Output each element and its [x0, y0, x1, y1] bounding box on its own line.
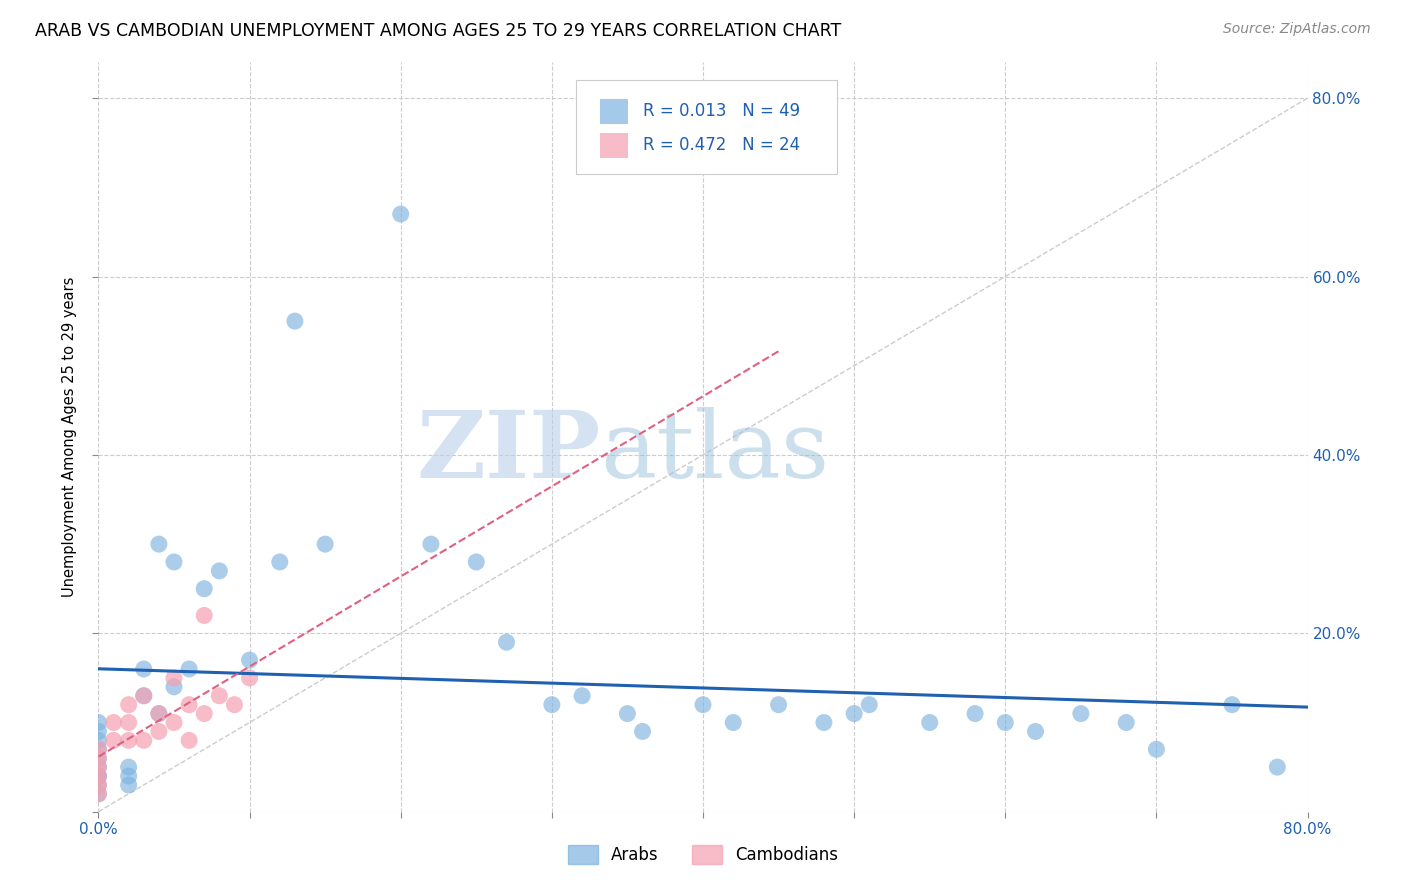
- Arabs: [1070, 706, 1092, 721]
- Arabs: [87, 724, 110, 739]
- Arabs: [495, 635, 517, 649]
- Arabs: [87, 769, 110, 783]
- Cambodians: [87, 742, 110, 756]
- Arabs: [87, 760, 110, 774]
- Arabs: [389, 207, 412, 221]
- Text: ZIP: ZIP: [416, 407, 600, 497]
- Cambodians: [132, 733, 155, 747]
- Arabs: [118, 769, 141, 783]
- Arabs: [1024, 724, 1046, 739]
- Arabs: [918, 715, 941, 730]
- Arabs: [87, 769, 110, 783]
- Cambodians: [132, 689, 155, 703]
- Cambodians: [224, 698, 246, 712]
- Arabs: [87, 733, 110, 747]
- Arabs: [193, 582, 215, 596]
- Cambodians: [87, 751, 110, 765]
- Cambodians: [87, 769, 110, 783]
- Arabs: [87, 778, 110, 792]
- Text: Source: ZipAtlas.com: Source: ZipAtlas.com: [1223, 22, 1371, 37]
- Arabs: [723, 715, 745, 730]
- Arabs: [314, 537, 336, 551]
- Arabs: [1115, 715, 1137, 730]
- Arabs: [692, 698, 714, 712]
- Arabs: [118, 778, 141, 792]
- Cambodians: [179, 698, 201, 712]
- Y-axis label: Unemployment Among Ages 25 to 29 years: Unemployment Among Ages 25 to 29 years: [62, 277, 77, 598]
- Arabs: [965, 706, 987, 721]
- Arabs: [148, 706, 170, 721]
- Cambodians: [103, 715, 125, 730]
- Arabs: [163, 555, 186, 569]
- Arabs: [118, 760, 141, 774]
- Cambodians: [179, 733, 201, 747]
- Cambodians: [193, 706, 215, 721]
- Cambodians: [163, 715, 186, 730]
- Arabs: [87, 751, 110, 765]
- Arabs: [284, 314, 307, 328]
- Cambodians: [208, 689, 231, 703]
- Text: atlas: atlas: [600, 407, 830, 497]
- Arabs: [858, 698, 880, 712]
- Arabs: [616, 706, 638, 721]
- Arabs: [148, 537, 170, 551]
- Arabs: [87, 715, 110, 730]
- Text: ARAB VS CAMBODIAN UNEMPLOYMENT AMONG AGES 25 TO 29 YEARS CORRELATION CHART: ARAB VS CAMBODIAN UNEMPLOYMENT AMONG AGE…: [35, 22, 841, 40]
- Arabs: [1267, 760, 1289, 774]
- Arabs: [87, 742, 110, 756]
- Cambodians: [163, 671, 186, 685]
- Cambodians: [103, 733, 125, 747]
- Arabs: [540, 698, 562, 712]
- Cambodians: [118, 715, 141, 730]
- Cambodians: [87, 778, 110, 792]
- Arabs: [844, 706, 866, 721]
- Text: R = 0.472   N = 24: R = 0.472 N = 24: [643, 136, 800, 154]
- Cambodians: [87, 787, 110, 801]
- Cambodians: [148, 724, 170, 739]
- Cambodians: [193, 608, 215, 623]
- Arabs: [208, 564, 231, 578]
- Arabs: [813, 715, 835, 730]
- Arabs: [420, 537, 443, 551]
- Arabs: [1144, 742, 1167, 756]
- Cambodians: [118, 733, 141, 747]
- Arabs: [994, 715, 1017, 730]
- Arabs: [571, 689, 593, 703]
- Arabs: [631, 724, 654, 739]
- Cambodians: [118, 698, 141, 712]
- Arabs: [132, 689, 155, 703]
- Cambodians: [239, 671, 262, 685]
- Arabs: [1220, 698, 1243, 712]
- Arabs: [239, 653, 262, 667]
- Arabs: [179, 662, 201, 676]
- Arabs: [269, 555, 291, 569]
- Arabs: [87, 787, 110, 801]
- Arabs: [132, 662, 155, 676]
- Arabs: [768, 698, 790, 712]
- Arabs: [465, 555, 488, 569]
- Cambodians: [87, 760, 110, 774]
- Text: R = 0.013   N = 49: R = 0.013 N = 49: [643, 103, 800, 120]
- Legend: Arabs, Cambodians: Arabs, Cambodians: [561, 838, 845, 871]
- Arabs: [163, 680, 186, 694]
- Cambodians: [148, 706, 170, 721]
